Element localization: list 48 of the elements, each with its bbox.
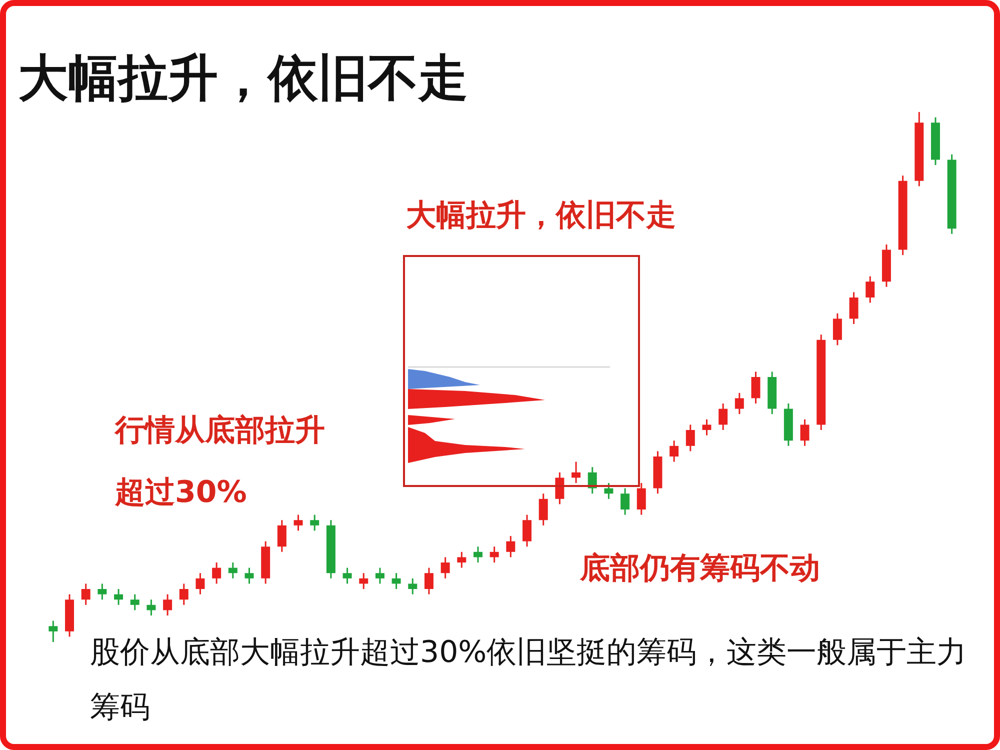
candlestick <box>48 620 58 643</box>
candlestick <box>163 594 172 616</box>
candlestick <box>146 598 156 616</box>
chart-title: 大幅拉升，依旧不走 <box>18 48 468 109</box>
candlestick <box>670 440 679 463</box>
candlestick <box>572 461 581 484</box>
candlestick <box>294 514 303 532</box>
candlestick <box>196 572 205 596</box>
candlestick <box>734 392 744 415</box>
candlestick <box>424 567 434 596</box>
candlestick <box>342 567 352 584</box>
candlestick <box>408 578 418 596</box>
candlestick <box>490 546 499 564</box>
candlestick <box>849 291 858 325</box>
candlestick <box>751 370 760 404</box>
candlestick <box>620 488 630 516</box>
candlestick <box>179 582 188 606</box>
candlestick <box>686 424 695 452</box>
candlestick <box>375 567 384 584</box>
annotation: 行情从底部拉升超过30% <box>115 412 325 512</box>
annotation: 股价从底部大幅拉升超过30%依旧坚挺的筹码，这类一般属于主力筹码 <box>90 634 968 727</box>
candlestick <box>114 588 124 606</box>
candlestick <box>718 402 728 431</box>
annotation: 底部仍有筹码不动 <box>580 550 820 588</box>
candlestick <box>392 572 401 590</box>
candlestick <box>81 582 90 606</box>
candlestick <box>130 594 140 611</box>
candlestick <box>359 572 368 590</box>
candlestick <box>555 472 564 505</box>
candlestick <box>228 562 238 580</box>
candlestick <box>506 535 516 558</box>
candlestick <box>832 312 842 346</box>
candlestick <box>604 482 614 500</box>
candlestick <box>310 514 320 532</box>
candlestick <box>244 567 254 584</box>
candlestick <box>474 546 482 564</box>
candlestick <box>98 582 107 600</box>
candlestick <box>522 514 532 548</box>
candlestick <box>800 418 810 447</box>
candlestick <box>277 519 286 553</box>
candlestick <box>636 482 646 516</box>
candlestick <box>440 556 450 580</box>
candlestick <box>866 276 875 304</box>
candlestick <box>702 418 712 436</box>
candlestick <box>457 551 466 569</box>
annotation: 大幅拉升，依旧不走 <box>406 197 676 235</box>
candlestick <box>538 492 548 526</box>
candlestick <box>212 562 222 584</box>
